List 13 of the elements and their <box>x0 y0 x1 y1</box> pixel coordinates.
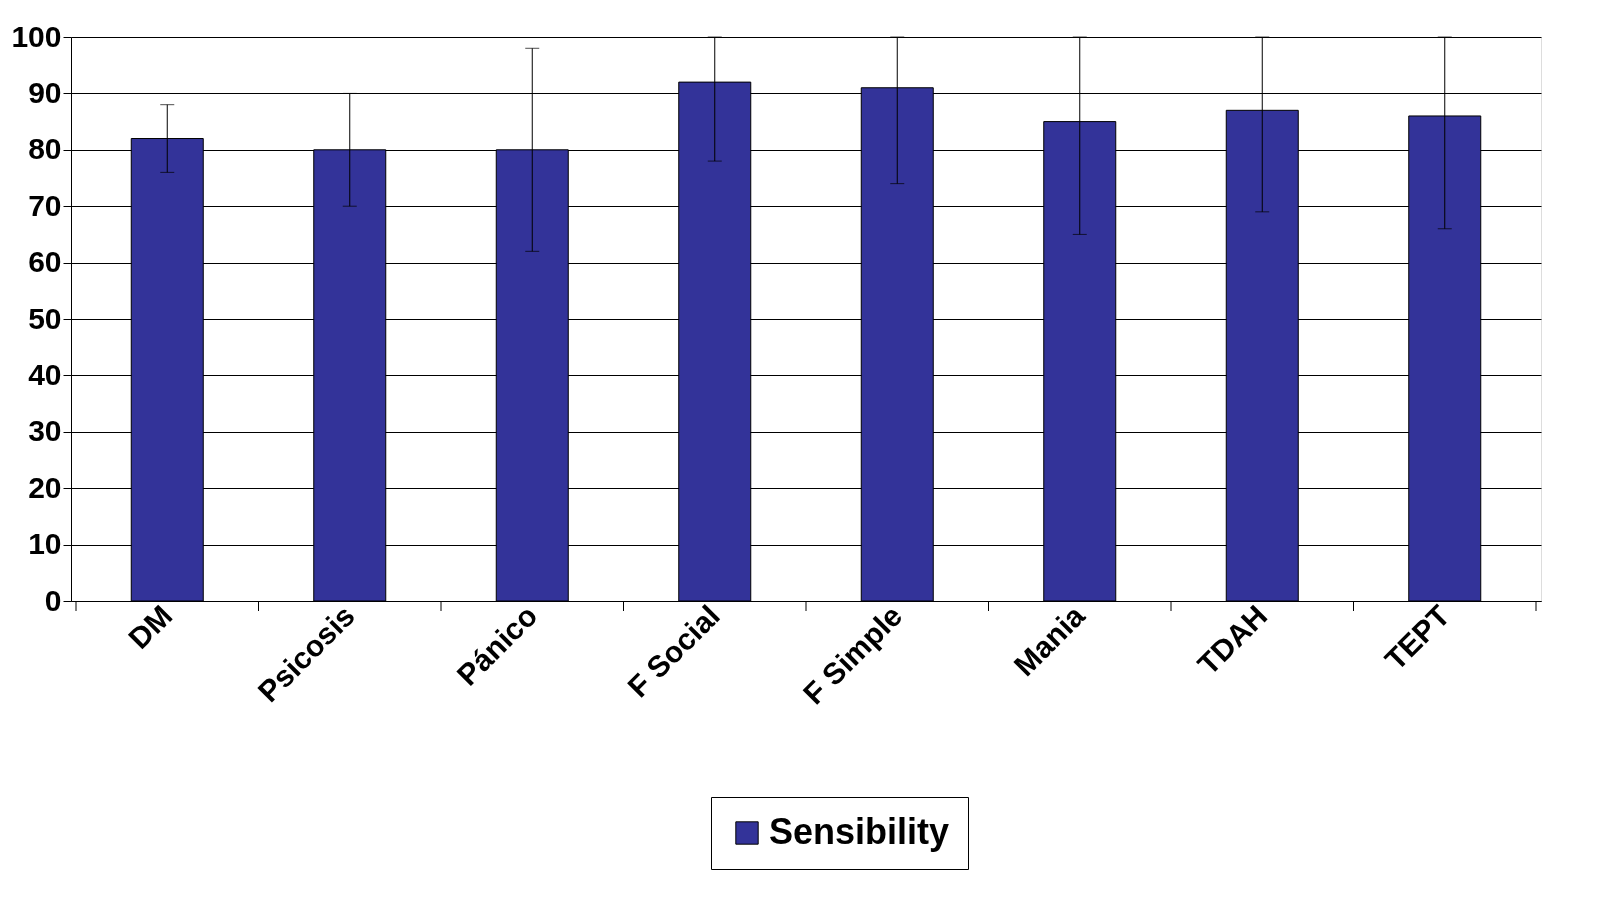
y-tick-label: 20 <box>28 470 62 504</box>
legend-label: Sensibility <box>769 811 950 852</box>
y-tick-label: 0 <box>44 583 62 617</box>
y-tick-label: 30 <box>28 414 62 448</box>
y-tick-label: 80 <box>28 132 62 166</box>
y-tick-label: 100 <box>11 19 62 53</box>
y-tick-label: 70 <box>28 188 62 222</box>
y-tick-label: 60 <box>28 245 62 279</box>
y-tick-label: 40 <box>28 357 62 391</box>
y-tick-label: 90 <box>28 75 62 109</box>
x-tick-label: DM <box>122 598 179 656</box>
y-tick-label: 50 <box>28 301 62 335</box>
y-tick-label: 10 <box>28 527 62 561</box>
